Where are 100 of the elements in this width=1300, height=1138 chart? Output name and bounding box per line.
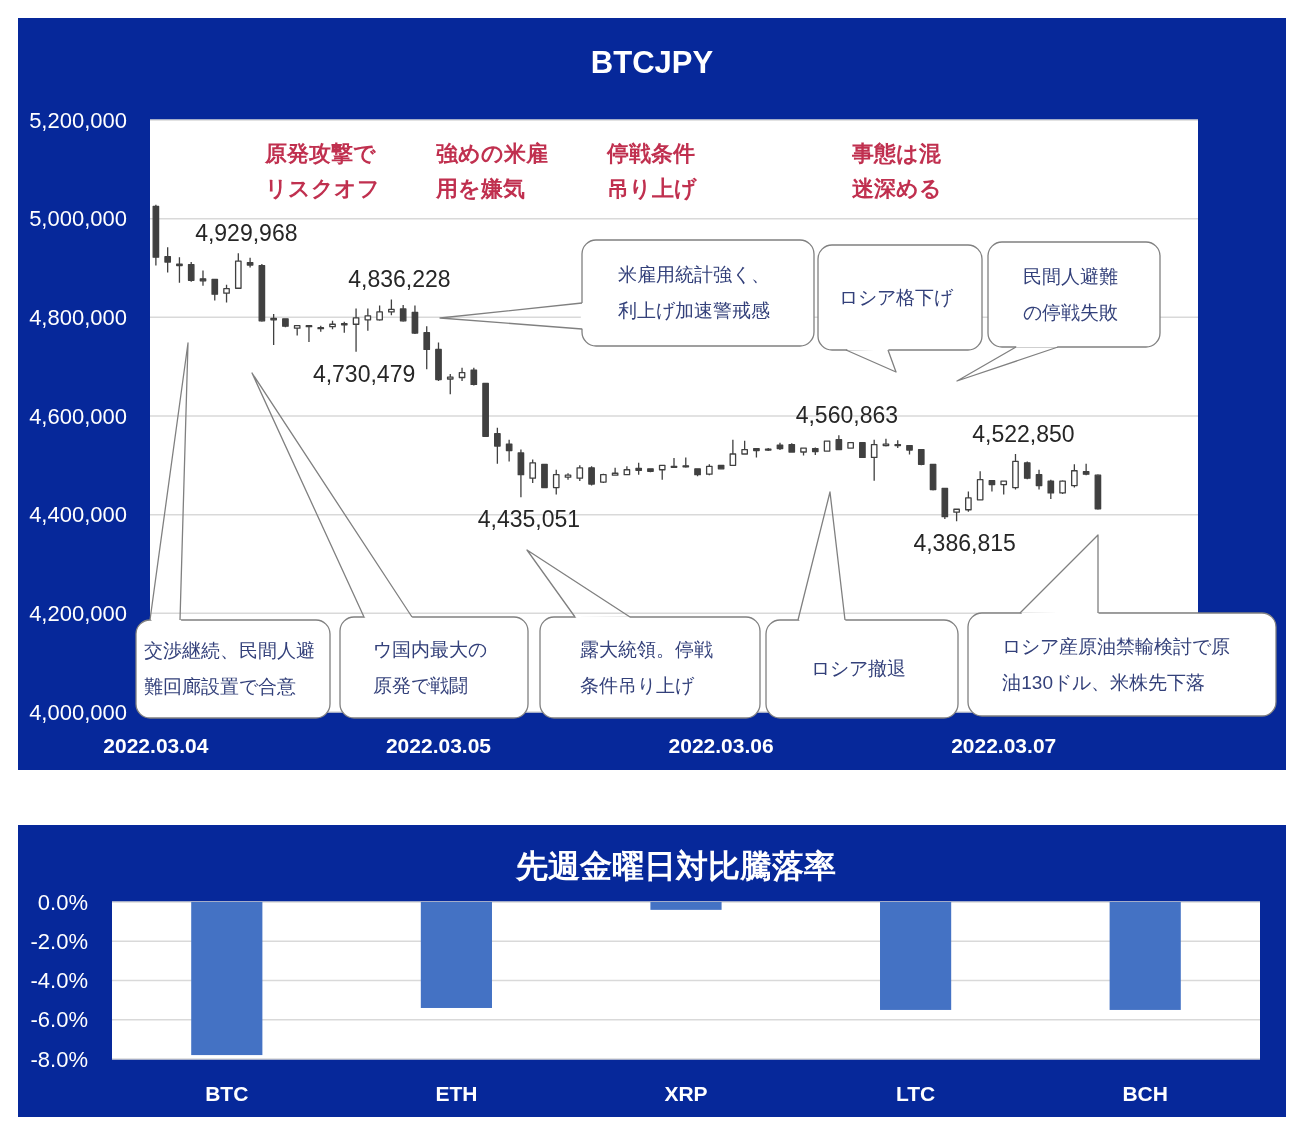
candlestick: [588, 465, 595, 487]
candlestick: [635, 462, 643, 476]
annotation: 米雇用統計強く、利上げ加速警戒感: [618, 263, 772, 323]
annotation: 4,435,051: [477, 506, 581, 533]
candlestick: [847, 441, 854, 450]
x-tick-label: BCH: [1122, 1081, 1168, 1105]
y-tick-label: 4,000,000: [29, 699, 127, 725]
candlestick: [882, 438, 890, 448]
candlestick: [1071, 463, 1078, 489]
candlestick: [317, 325, 325, 333]
annotation: 4,730,479: [312, 360, 416, 387]
candlestick: [1035, 469, 1043, 491]
x-tick-label: 2022.03.04: [103, 733, 209, 757]
candlestick: [564, 472, 572, 481]
annotation: 4,560,863: [795, 402, 899, 429]
candlestick: [599, 473, 607, 484]
candlestick: [894, 439, 902, 449]
annotation: 4,386,815: [913, 530, 1016, 557]
y-tick-label: -8.0%: [30, 1046, 88, 1072]
y-tick-label: 4,400,000: [29, 502, 127, 528]
candlestick: [164, 246, 172, 274]
candlestick: [988, 479, 996, 493]
chart-title: BTCJPY: [590, 44, 714, 80]
annotation: 事態は混迷深める: [852, 140, 943, 203]
candlestick: [152, 204, 160, 267]
candlestick: [388, 298, 395, 317]
candlestick: [682, 456, 690, 469]
y-tick-label: 4,600,000: [29, 403, 127, 429]
candlestick: [729, 439, 737, 466]
candlestick: [906, 444, 913, 456]
candlestick: [917, 448, 925, 466]
candlestick: [800, 446, 807, 457]
annotation: 露大統領。停戦条件吊り上げ: [579, 637, 714, 698]
y-tick-label: 4,200,000: [29, 600, 127, 626]
candlestick: [623, 465, 631, 476]
candlestick: [965, 490, 972, 513]
x-tick-label: 2022.03.07: [951, 733, 1057, 757]
candlestick: [423, 325, 431, 370]
annotation: 強めの米雇用を嫌気: [436, 140, 549, 203]
candlestick: [458, 367, 466, 382]
candlestick: [870, 439, 878, 482]
y-tick-label: -6.0%: [30, 1007, 88, 1033]
candlestick: [811, 446, 819, 456]
candlestick: [270, 313, 277, 346]
x-tick-label: ETH: [435, 1081, 478, 1105]
candlestick: [340, 321, 348, 334]
candlestick: [470, 367, 478, 387]
candlestick: [670, 457, 678, 469]
annotation: ロシア産原油禁輸検討で原油130ドル、米株先下落: [1002, 634, 1232, 695]
candlestick: [505, 439, 513, 463]
annotation: ロシア撤退: [810, 657, 907, 681]
candlestick: [176, 256, 183, 284]
candlestick: [953, 508, 960, 522]
x-tick-label: BTC: [205, 1081, 249, 1105]
candlestick: [411, 304, 419, 335]
annotation: 交渉継続、民間人避難回廊設置で合意: [143, 639, 316, 699]
candlestick: [399, 304, 407, 323]
candlestick: [1059, 479, 1066, 495]
candlestick: [234, 252, 242, 290]
candlestick: [1012, 453, 1019, 491]
x-tick-label: XRP: [664, 1081, 708, 1105]
candlestick: [835, 434, 843, 451]
candlestick: [658, 464, 666, 481]
candlestick: [788, 442, 796, 454]
candlestick: [705, 463, 713, 476]
candlestick: [859, 441, 866, 459]
y-tick-label: -4.0%: [30, 968, 88, 993]
y-tick-label: 0.0%: [37, 889, 88, 915]
candlestick: [211, 278, 219, 302]
annotation: 民間人避難の停戦失敗: [1022, 264, 1119, 325]
candlestick: [517, 448, 525, 499]
candlestick: [223, 284, 230, 304]
candlestick: [187, 261, 195, 283]
candlestick: [352, 307, 360, 353]
candlestick: [1023, 460, 1031, 480]
annotation: ウ国内最大の原発で戦闘: [373, 637, 489, 698]
candlestick: [364, 307, 372, 332]
candlestick: [1000, 479, 1008, 496]
candlestick: [694, 467, 701, 477]
candlestick: [1082, 463, 1090, 476]
candlestick: [482, 382, 489, 438]
candlestick: [764, 447, 772, 452]
y-tick-label: 5,000,000: [29, 206, 127, 232]
candlestick: [541, 463, 548, 489]
annotation: 4,836,228: [348, 266, 451, 293]
candlestick: [941, 487, 949, 520]
candlestick: [435, 341, 442, 382]
y-tick-label: 5,200,000: [29, 107, 127, 133]
candlestick: [576, 464, 584, 482]
candlestick: [376, 304, 383, 322]
y-tick-label: -2.0%: [30, 928, 88, 954]
candlestick: [305, 324, 313, 343]
y-tick-label: 4,800,000: [29, 304, 127, 330]
candlestick: [446, 373, 454, 395]
annotation: 4,929,968: [195, 220, 298, 247]
candlestick: [282, 317, 289, 328]
candlestick: [552, 469, 560, 496]
candlestick: [776, 441, 784, 451]
x-tick-label: 2022.03.06: [668, 733, 774, 757]
candlestick: [246, 256, 254, 269]
